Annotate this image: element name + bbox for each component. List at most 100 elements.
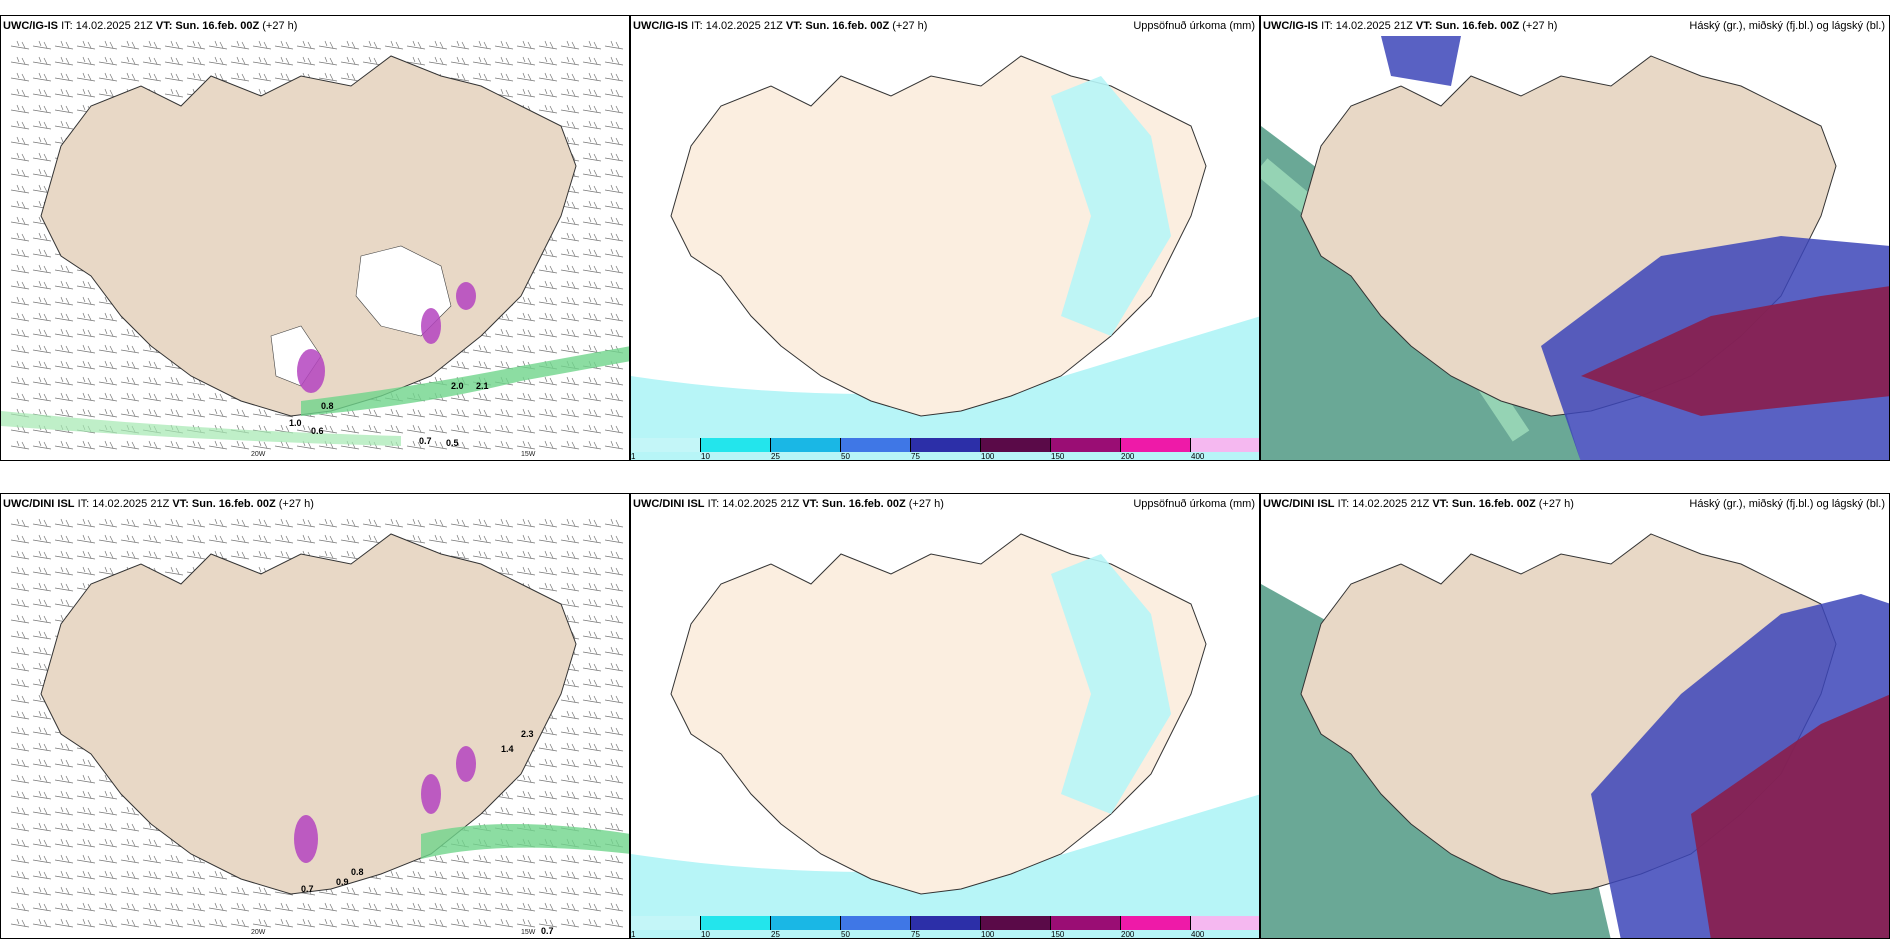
wind-barb bbox=[164, 440, 184, 450]
wind-barb bbox=[560, 566, 580, 576]
low-cloud bbox=[1691, 694, 1889, 938]
wind-barb bbox=[10, 886, 30, 896]
wind-barb bbox=[76, 408, 96, 418]
wind-barb bbox=[538, 296, 558, 306]
wind-map bbox=[1, 40, 629, 450]
map-value: 0.8 bbox=[351, 867, 364, 877]
wind-barb bbox=[362, 408, 382, 418]
legend-tick: 10 bbox=[701, 452, 710, 461]
wind-barb bbox=[274, 72, 294, 82]
wind-barb bbox=[582, 678, 602, 688]
wind-barb bbox=[582, 518, 602, 528]
wind-barb bbox=[32, 136, 52, 146]
wind-barb bbox=[560, 550, 580, 560]
map-value: 0.6 bbox=[311, 426, 324, 436]
wind-barb bbox=[120, 822, 140, 832]
wind-barb bbox=[142, 886, 162, 896]
wind-barb bbox=[428, 408, 448, 418]
wind-barb bbox=[472, 72, 492, 82]
legend-swatch bbox=[841, 916, 911, 930]
wind-barb bbox=[582, 328, 602, 338]
legend-tick: 25 bbox=[771, 930, 780, 939]
wind-barb bbox=[494, 534, 514, 544]
wind-barb bbox=[10, 200, 30, 210]
wind-barb bbox=[10, 662, 30, 672]
wind-barb bbox=[142, 534, 162, 544]
wind-barb bbox=[208, 440, 228, 450]
wind-barb bbox=[384, 902, 404, 912]
wind-barb bbox=[494, 328, 514, 338]
snow-band bbox=[1, 411, 401, 446]
wind-barb bbox=[208, 918, 228, 928]
wind-barb bbox=[560, 104, 580, 114]
wind-barb bbox=[10, 742, 30, 752]
wind-barb bbox=[340, 72, 360, 82]
wind-barb bbox=[538, 72, 558, 82]
wind-barb bbox=[98, 376, 118, 386]
wind-barb bbox=[538, 870, 558, 880]
wind-barb bbox=[406, 918, 426, 928]
wind-barb bbox=[538, 376, 558, 386]
wind-barb bbox=[582, 742, 602, 752]
wind-barb bbox=[340, 550, 360, 560]
wind-barb bbox=[142, 518, 162, 528]
legend-tick: 400 bbox=[1191, 452, 1205, 461]
wind-barb bbox=[54, 280, 74, 290]
wind-barb bbox=[604, 694, 624, 704]
wind-barb bbox=[10, 918, 30, 928]
wind-barb bbox=[538, 774, 558, 784]
wind-barb bbox=[32, 582, 52, 592]
wind-barb bbox=[230, 918, 250, 928]
wind-barb bbox=[10, 120, 30, 130]
wind-barb bbox=[164, 408, 184, 418]
wind-barb bbox=[120, 854, 140, 864]
wind-barb bbox=[450, 902, 470, 912]
wind-barb bbox=[538, 392, 558, 402]
wind-barb bbox=[252, 408, 272, 418]
wind-barb bbox=[32, 886, 52, 896]
wind-barb bbox=[142, 408, 162, 418]
wind-barb bbox=[494, 40, 514, 50]
wind-barb bbox=[230, 56, 250, 66]
wind-barb bbox=[428, 56, 448, 66]
wind-barb bbox=[604, 232, 624, 242]
wind-barb bbox=[252, 902, 272, 912]
wind-barb bbox=[604, 424, 624, 434]
wind-barb bbox=[274, 518, 294, 528]
wind-barb bbox=[406, 534, 426, 544]
wind-barb bbox=[582, 646, 602, 656]
wind-barb bbox=[252, 72, 272, 82]
wind-barb bbox=[98, 902, 118, 912]
wind-barb bbox=[604, 886, 624, 896]
wind-barb bbox=[98, 806, 118, 816]
legend-swatch bbox=[1191, 438, 1259, 452]
wind-barb bbox=[76, 806, 96, 816]
wind-barb bbox=[604, 614, 624, 624]
wind-barb bbox=[54, 360, 74, 370]
wind-barb bbox=[32, 790, 52, 800]
wind-barb bbox=[340, 534, 360, 544]
wind-barb bbox=[120, 886, 140, 896]
wind-barb bbox=[120, 870, 140, 880]
wind-barb bbox=[120, 534, 140, 544]
wind-barb bbox=[186, 534, 206, 544]
wind-barb bbox=[560, 726, 580, 736]
wind-barb bbox=[76, 534, 96, 544]
wind-barb bbox=[252, 550, 272, 560]
wind-barb bbox=[582, 296, 602, 306]
wind-barb bbox=[54, 918, 74, 928]
wind-barb bbox=[560, 312, 580, 322]
wind-barb bbox=[230, 408, 250, 418]
wind-barb bbox=[32, 838, 52, 848]
wind-barb bbox=[560, 710, 580, 720]
wind-barb bbox=[582, 184, 602, 194]
wind-barb bbox=[54, 806, 74, 816]
wind-barb bbox=[406, 518, 426, 528]
wind-barb bbox=[582, 598, 602, 608]
snow-accum bbox=[294, 815, 318, 863]
wind-barb bbox=[604, 216, 624, 226]
wind-barb bbox=[604, 518, 624, 528]
wind-barb bbox=[516, 344, 536, 354]
wind-barb bbox=[230, 518, 250, 528]
wind-barb bbox=[582, 280, 602, 290]
